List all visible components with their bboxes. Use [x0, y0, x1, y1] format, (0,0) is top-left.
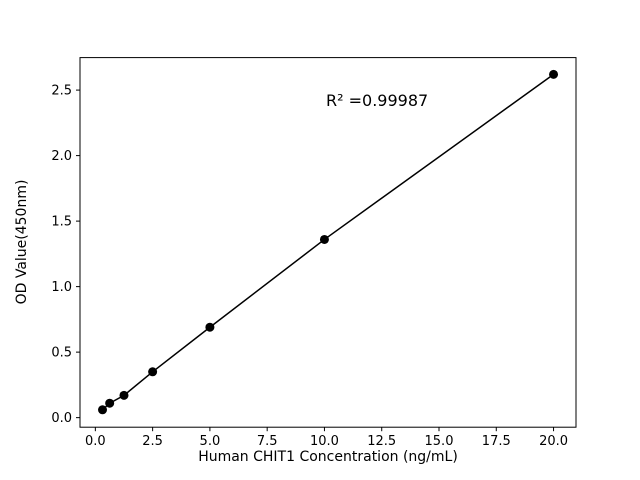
x-tick-label: 10.0: [310, 434, 339, 449]
y-axis-label: OD Value(450nm): [14, 180, 30, 305]
data-point: [205, 322, 215, 332]
x-tick-label: 2.5: [142, 434, 163, 449]
x-tick-label: 20.0: [539, 434, 568, 449]
data-point: [549, 69, 559, 79]
x-tick-label: 15.0: [425, 434, 454, 449]
data-point: [105, 398, 115, 408]
plot-area: 0.0 2.5 5.0 7.5 10.0 12.5 15.0 17.5 20.0 0.0 0.5 1.…: [51, 57, 577, 449]
x-tick-label: 12.5: [367, 434, 396, 449]
y-tick-label: 2.0: [51, 149, 72, 164]
x-tick-label: 7.5: [257, 434, 278, 449]
y-tick-label: 1.0: [51, 280, 72, 295]
r-squared-annotation: R² =0.99987: [326, 91, 428, 110]
y-tick-label: 0.5: [51, 346, 72, 361]
x-tick-label: 17.5: [482, 434, 511, 449]
data-point: [98, 405, 108, 415]
y-tick-label: 0.0: [51, 411, 72, 426]
data-point: [148, 367, 158, 377]
x-tick-label: 5.0: [200, 434, 221, 449]
data-point: [119, 390, 129, 400]
data-point: [319, 234, 329, 244]
x-axis-label: Human CHIT1 Concentration (ng/mL): [198, 449, 458, 465]
axes-frame: [79, 57, 577, 428]
x-tick-label: 0.0: [85, 434, 106, 449]
y-tick-label: 2.5: [51, 84, 72, 99]
y-tick-label: 1.5: [51, 215, 72, 230]
